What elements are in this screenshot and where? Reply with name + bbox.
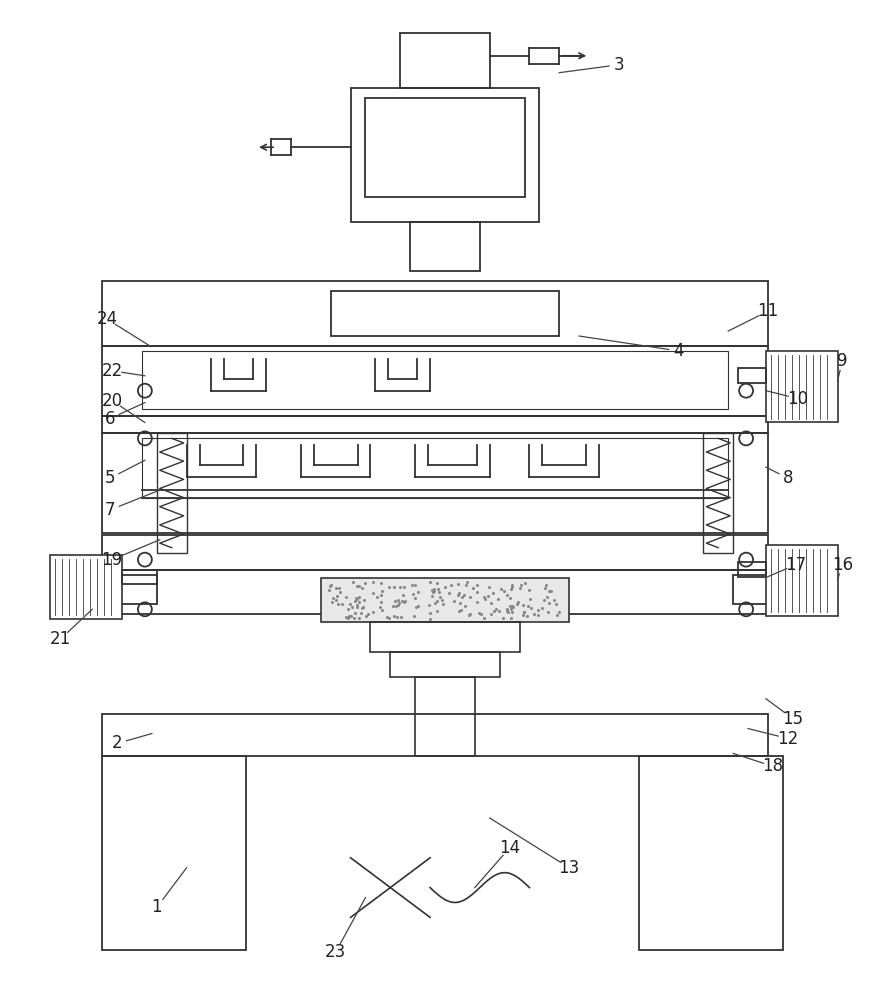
Text: 21: 21 — [50, 630, 71, 648]
Text: 9: 9 — [837, 352, 848, 370]
Bar — [102, 714, 768, 756]
Bar — [416, 677, 474, 756]
Text: 16: 16 — [832, 556, 854, 574]
Bar — [410, 222, 480, 271]
Bar — [331, 291, 559, 336]
Text: 15: 15 — [782, 710, 804, 728]
Text: 19: 19 — [101, 551, 123, 569]
Text: 17: 17 — [785, 556, 806, 574]
Bar — [391, 652, 499, 677]
Bar — [157, 433, 187, 553]
Bar — [102, 346, 768, 416]
Text: 23: 23 — [325, 943, 346, 961]
Text: 22: 22 — [101, 362, 123, 380]
Bar — [639, 756, 783, 950]
Text: 18: 18 — [763, 757, 783, 775]
Bar — [58, 575, 157, 604]
Bar — [351, 88, 539, 222]
Text: 20: 20 — [101, 392, 123, 410]
Bar — [102, 416, 768, 433]
Bar — [400, 33, 490, 88]
Bar — [122, 570, 157, 584]
Text: 7: 7 — [105, 501, 116, 519]
Bar — [366, 98, 524, 197]
Bar — [51, 555, 122, 619]
Bar — [102, 433, 768, 533]
Text: 2: 2 — [112, 734, 122, 752]
Bar — [738, 562, 766, 577]
Text: 1: 1 — [151, 898, 162, 916]
Text: 3: 3 — [613, 56, 624, 74]
Bar — [142, 351, 728, 409]
Bar — [102, 756, 247, 950]
Text: 24: 24 — [96, 310, 117, 328]
Text: 11: 11 — [757, 302, 779, 320]
Text: 13: 13 — [559, 859, 580, 877]
Bar — [738, 368, 766, 383]
Bar — [733, 575, 832, 604]
Text: 8: 8 — [782, 469, 793, 487]
Bar — [142, 438, 728, 498]
Text: 12: 12 — [777, 730, 798, 748]
Text: 14: 14 — [499, 839, 520, 857]
Bar — [766, 351, 837, 422]
Bar — [102, 570, 768, 614]
Bar — [102, 281, 768, 346]
Text: 4: 4 — [673, 342, 684, 360]
Text: 5: 5 — [105, 469, 116, 487]
Bar — [320, 578, 570, 622]
Bar — [102, 535, 768, 570]
Bar — [766, 545, 837, 616]
Bar — [370, 622, 520, 652]
Text: 6: 6 — [105, 410, 116, 428]
Text: 10: 10 — [788, 390, 808, 408]
Bar — [703, 433, 733, 553]
